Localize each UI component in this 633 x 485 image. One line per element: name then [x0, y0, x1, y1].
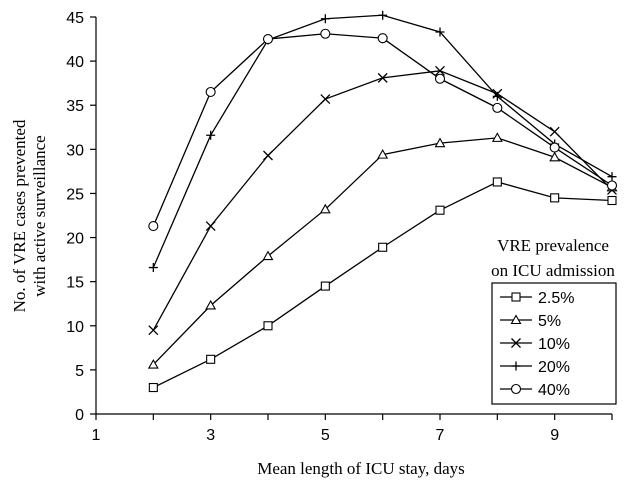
- data-point-40pct: [549, 142, 560, 153]
- data-point-5pct: [377, 149, 389, 159]
- data-point-20pct: [435, 27, 445, 37]
- legend-item-10pct: 10%: [500, 336, 570, 353]
- y-tick-label: 40: [66, 54, 84, 71]
- x-tick-label: 9: [550, 427, 559, 444]
- data-point-2_5pct: [492, 177, 502, 187]
- legend-label-40pct: 40%: [538, 382, 570, 399]
- data-point-20pct: [148, 263, 158, 273]
- legend-marker-5pct: [510, 314, 522, 325]
- data-point-5pct: [491, 132, 503, 142]
- data-point-40pct: [205, 86, 216, 98]
- data-point-5pct: [319, 203, 331, 214]
- data-point-2_5pct: [550, 193, 560, 203]
- data-point-5pct: [549, 151, 561, 162]
- y-tick-label: 30: [66, 142, 84, 159]
- data-point-2_5pct: [148, 382, 158, 393]
- data-point-40pct: [320, 28, 331, 39]
- data-point-40pct: [148, 221, 159, 232]
- data-point-40pct: [377, 33, 388, 44]
- y-tick-label: 45: [66, 10, 84, 27]
- data-point-5pct: [434, 137, 446, 148]
- legend-item-5pct: 5%: [500, 313, 561, 330]
- legend-item-2_5pct: 2.5%: [500, 290, 574, 307]
- data-point-20pct: [607, 172, 617, 182]
- x-tick-label: 3: [206, 427, 215, 444]
- legend-title-line-2: on ICU admission: [491, 261, 615, 280]
- series-40pct: [148, 28, 618, 232]
- legend-marker-40pct: [510, 383, 522, 395]
- series-line-40pct: [152, 33, 613, 227]
- legend-label-5pct: 5%: [538, 313, 561, 330]
- y-tick-label: 0: [75, 407, 84, 424]
- data-point-2_5pct: [263, 321, 273, 331]
- x-tick-label: 7: [436, 427, 445, 444]
- data-point-2_5pct: [435, 205, 445, 215]
- x-axis-title: Mean length of ICU stay, days: [257, 459, 465, 478]
- data-point-5pct: [262, 250, 274, 261]
- legend-marker-10pct: [511, 338, 521, 348]
- y-tick-label: 15: [66, 275, 84, 292]
- legend-label-2_5pct: 2.5%: [538, 290, 574, 307]
- legend-marker-20pct: [511, 361, 521, 371]
- x-tick-label: 5: [321, 427, 330, 444]
- data-point-40pct: [262, 34, 274, 45]
- y-tick-label: 10: [66, 319, 84, 336]
- data-point-10pct: [377, 72, 388, 83]
- series-2_5pct: [148, 177, 617, 393]
- legend-label-20pct: 20%: [538, 359, 570, 376]
- y-axis-title-line-1: No. of VRE cases prevented: [10, 119, 29, 312]
- data-point-5pct: [147, 358, 159, 369]
- x-tick-label: 1: [92, 427, 101, 444]
- data-point-10pct: [148, 325, 159, 336]
- data-point-2_5pct: [320, 281, 330, 291]
- legend-title-line-1: VRE prevalence: [497, 236, 609, 255]
- data-point-10pct: [549, 126, 560, 137]
- data-point-40pct: [434, 73, 446, 84]
- data-point-40pct: [492, 102, 503, 113]
- y-tick-label: 5: [75, 363, 84, 380]
- data-point-2_5pct: [378, 242, 388, 252]
- data-point-2_5pct: [206, 354, 216, 364]
- legend-marker-2_5pct: [511, 292, 521, 302]
- data-point-20pct: [206, 130, 216, 140]
- legend-label-10pct: 10%: [538, 336, 570, 353]
- y-tick-label: 20: [66, 231, 84, 248]
- series-10pct: [148, 65, 617, 336]
- data-point-10pct: [435, 65, 445, 76]
- data-point-5pct: [205, 299, 217, 310]
- data-point-10pct: [320, 94, 331, 105]
- data-point-20pct: [378, 10, 388, 20]
- y-tick-label: 25: [66, 186, 84, 203]
- legend-item-20pct: 20%: [500, 359, 570, 376]
- series-20pct: [148, 10, 617, 273]
- series-layer: [147, 10, 618, 393]
- data-point-2_5pct: [607, 195, 617, 206]
- legend: 2.5% 5% 10% 20% 40%: [491, 282, 617, 405]
- data-point-40pct: [606, 180, 618, 191]
- data-point-10pct: [263, 150, 273, 161]
- data-point-10pct: [205, 221, 216, 232]
- series-line-20pct: [152, 14, 613, 268]
- y-tick-label: 35: [66, 98, 84, 115]
- data-point-20pct: [492, 91, 502, 101]
- y-axis-title-line-2: with active surveillance: [30, 135, 49, 296]
- legend-item-40pct: 40%: [500, 382, 570, 399]
- data-point-20pct: [320, 14, 330, 24]
